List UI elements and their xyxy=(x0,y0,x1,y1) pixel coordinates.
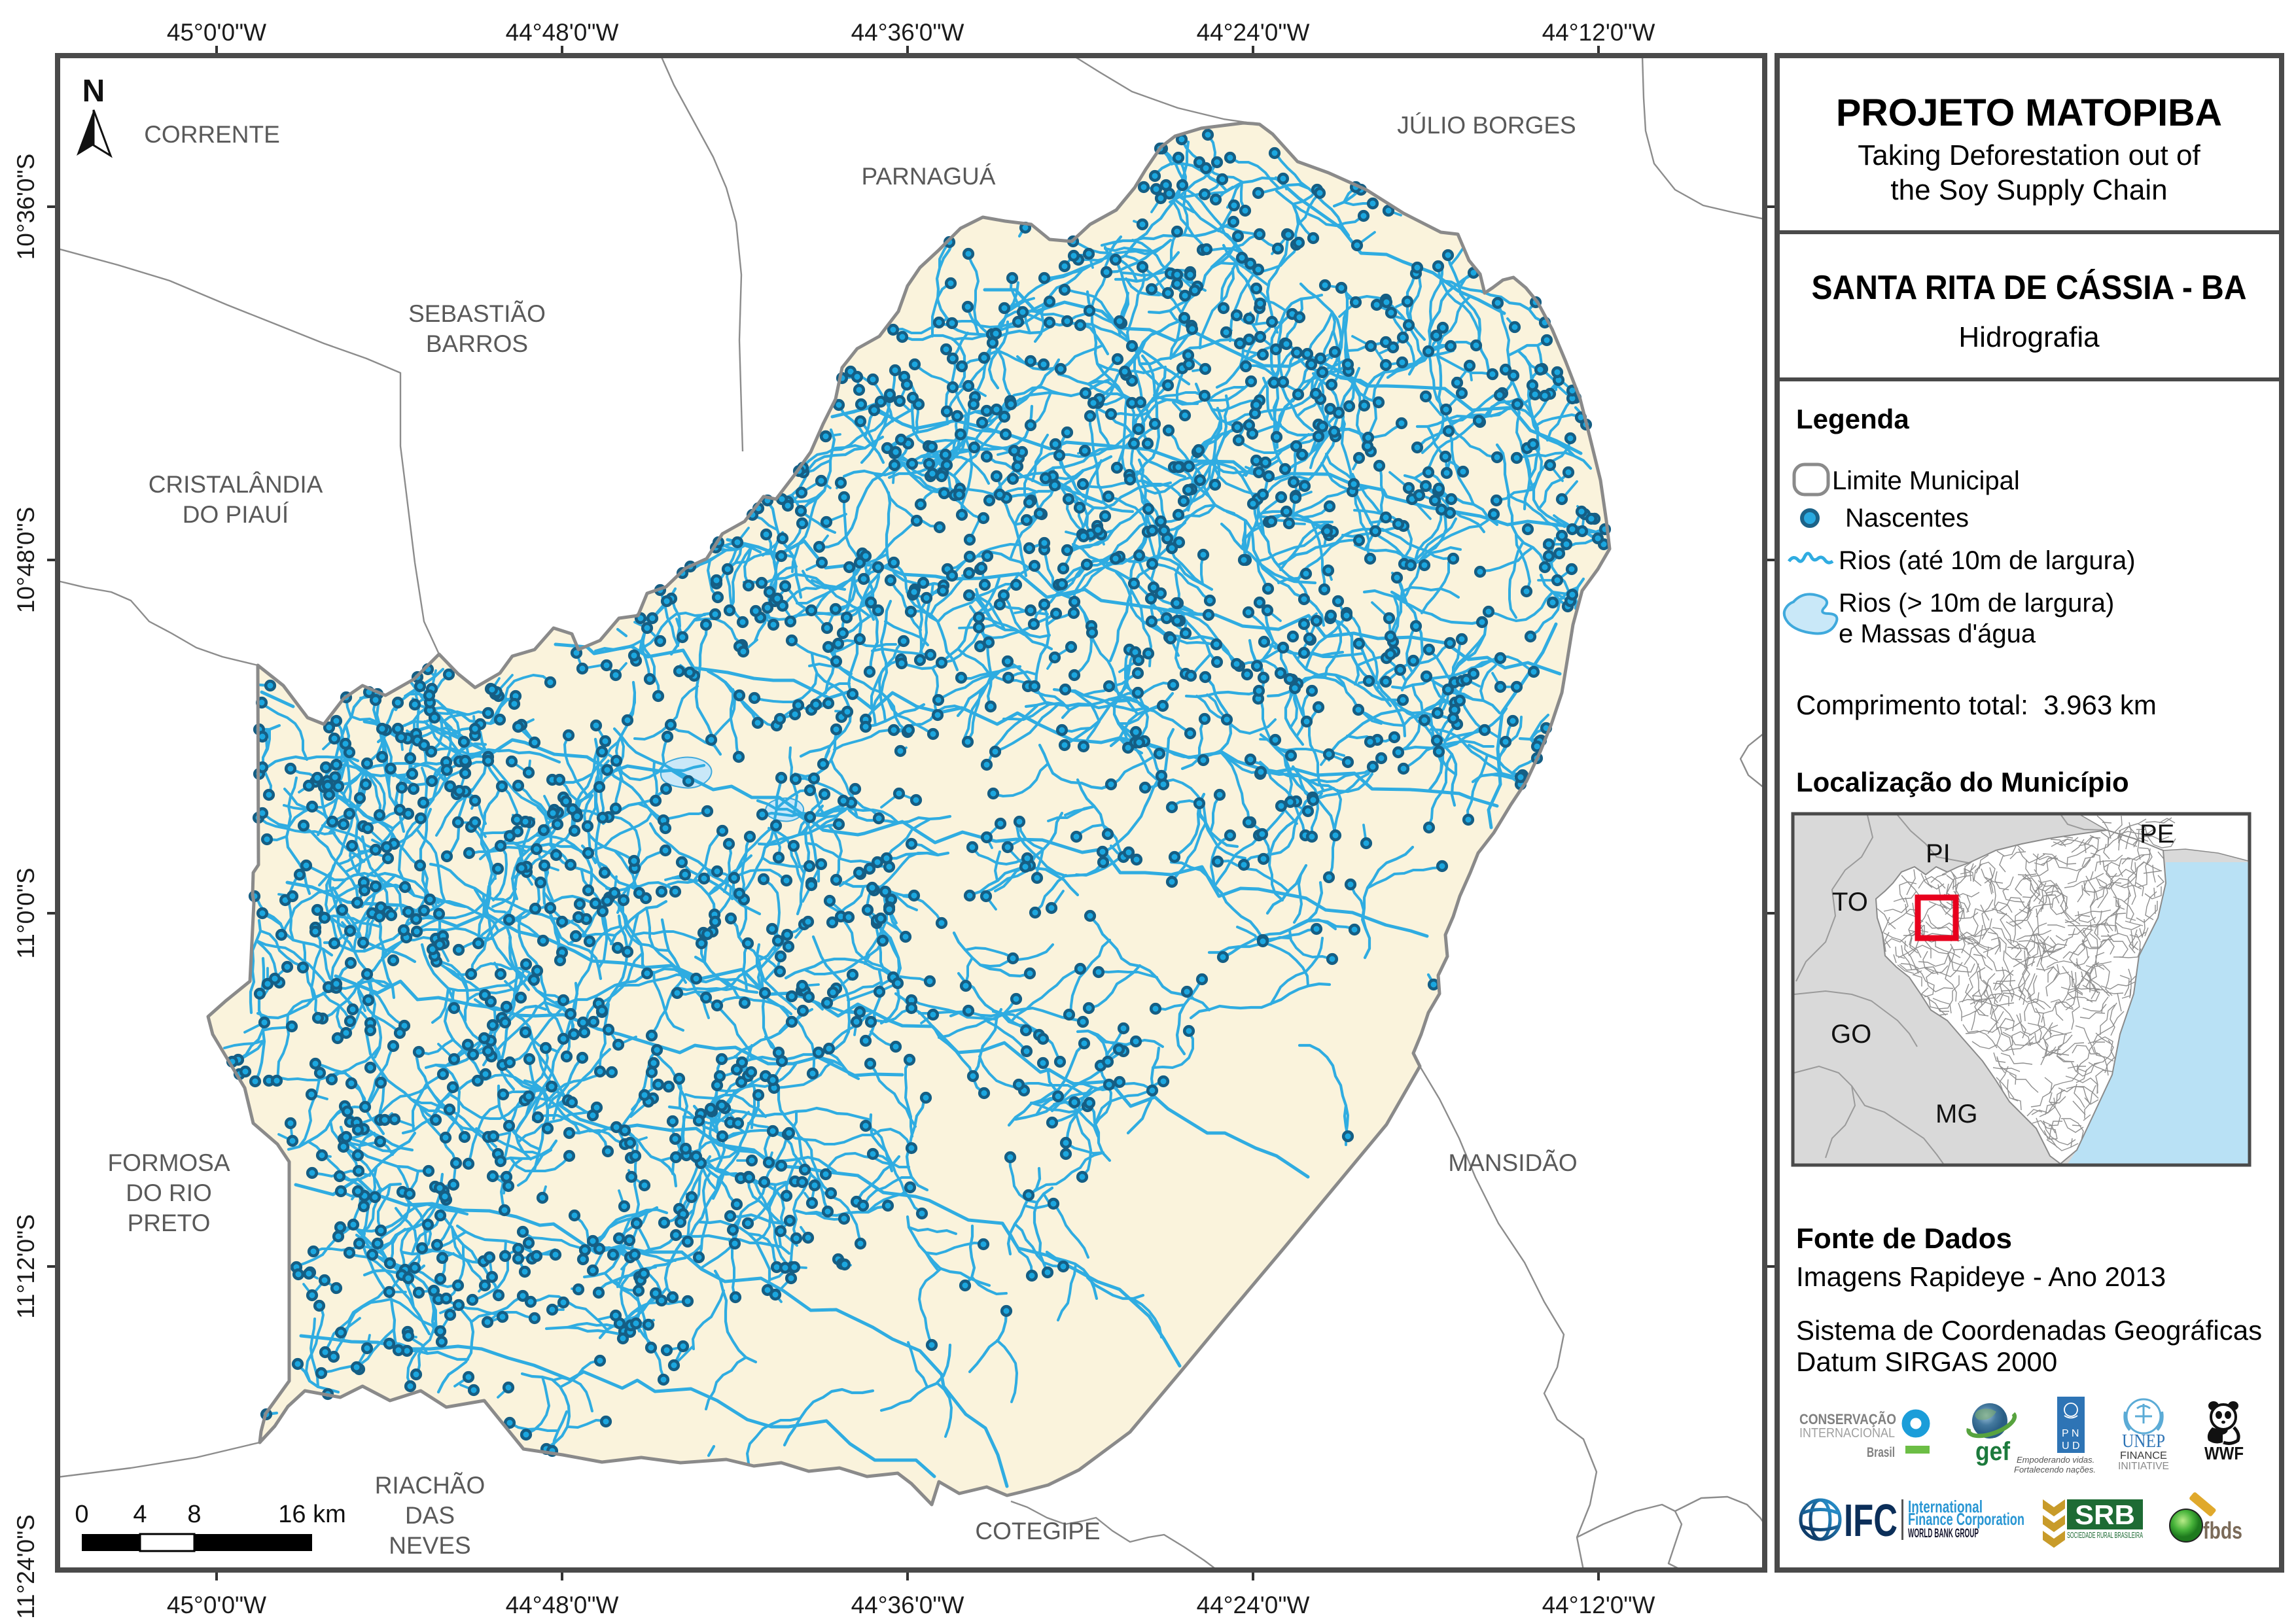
svg-text:WORLD BANK GROUP: WORLD BANK GROUP xyxy=(1908,1527,1979,1541)
svg-text:11°0'0"S: 11°0'0"S xyxy=(12,867,39,958)
svg-text:FINANCE: FINANCE xyxy=(2120,1450,2167,1461)
svg-text:Taking Deforestation out of: Taking Deforestation out of xyxy=(1858,139,2200,171)
svg-text:10°36'0"S: 10°36'0"S xyxy=(12,154,39,260)
svg-text:CONSERVAÇÃO: CONSERVAÇÃO xyxy=(1799,1411,1896,1427)
svg-text:44°48'0"W: 44°48'0"W xyxy=(506,1592,619,1618)
svg-text:RIACHÃO: RIACHÃO xyxy=(375,1472,486,1499)
svg-text:TO: TO xyxy=(1832,888,1868,916)
svg-text:Brasil: Brasil xyxy=(1867,1445,1895,1460)
svg-text:DAS: DAS xyxy=(405,1502,455,1529)
svg-text:UNEP: UNEP xyxy=(2122,1431,2165,1452)
svg-text:PROJETO MATOPIBA: PROJETO MATOPIBA xyxy=(1836,92,2222,134)
svg-text:Fonte de Dados: Fonte de Dados xyxy=(1796,1223,2012,1255)
svg-text:16 km: 16 km xyxy=(278,1501,345,1528)
svg-text:CORRENTE: CORRENTE xyxy=(144,121,280,148)
svg-text:CRISTALÂNDIA: CRISTALÂNDIA xyxy=(149,471,323,498)
svg-text:GO: GO xyxy=(1831,1020,1871,1049)
svg-text:U D: U D xyxy=(2062,1440,2080,1452)
svg-text:Finance Corporation: Finance Corporation xyxy=(1908,1509,2024,1529)
svg-text:4: 4 xyxy=(133,1501,147,1528)
svg-text:SOCIEDADE RURAL BRASILEIRA: SOCIEDADE RURAL BRASILEIRA xyxy=(2067,1530,2143,1540)
svg-text:FORMOSA: FORMOSA xyxy=(107,1149,230,1176)
svg-text:DO PIAUÍ: DO PIAUÍ xyxy=(183,501,289,528)
svg-text:IFC: IFC xyxy=(1844,1495,1898,1546)
svg-text:NEVES: NEVES xyxy=(389,1532,470,1559)
svg-text:Rios (> 10m de largura): Rios (> 10m de largura) xyxy=(1839,589,2114,618)
svg-text:11°12'0"S: 11°12'0"S xyxy=(12,1214,39,1319)
svg-text:Fortalecendo nações.: Fortalecendo nações. xyxy=(2014,1465,2096,1475)
svg-text:e Massas d'água: e Massas d'água xyxy=(1839,620,2036,648)
svg-text:45°0'0"W: 45°0'0"W xyxy=(167,19,266,46)
svg-text:INTERNACIONAL: INTERNACIONAL xyxy=(1799,1426,1895,1440)
svg-text:45°0'0"W: 45°0'0"W xyxy=(167,1592,266,1618)
svg-text:PARNAGUÁ: PARNAGUÁ xyxy=(862,163,996,190)
svg-text:10°48'0"S: 10°48'0"S xyxy=(12,507,39,614)
svg-text:fbds: fbds xyxy=(2203,1517,2242,1544)
svg-text:44°24'0"W: 44°24'0"W xyxy=(1197,1592,1310,1618)
svg-text:JÚLIO BORGES: JÚLIO BORGES xyxy=(1397,112,1576,139)
svg-text:gef: gef xyxy=(1975,1437,2011,1466)
svg-text:44°36'0"W: 44°36'0"W xyxy=(851,1592,964,1618)
svg-text:Rios (até 10m de largura): Rios (até 10m de largura) xyxy=(1839,546,2136,575)
svg-text:WWF: WWF xyxy=(2204,1443,2244,1463)
svg-text:SEBASTIÃO: SEBASTIÃO xyxy=(408,300,546,327)
svg-text:SANTA RITA DE CÁSSIA - BA: SANTA RITA DE CÁSSIA - BA xyxy=(1812,269,2247,307)
svg-text:Legenda: Legenda xyxy=(1796,404,1909,434)
svg-text:SRB: SRB xyxy=(2075,1499,2135,1530)
svg-text:Localização do Município: Localização do Município xyxy=(1796,767,2129,797)
svg-text:MANSIDÃO: MANSIDÃO xyxy=(1448,1149,1577,1176)
svg-text:the Soy Supply Chain: the Soy Supply Chain xyxy=(1890,174,2167,206)
svg-text:Hidrografia: Hidrografia xyxy=(1958,321,2100,353)
svg-text:11°24'0"S: 11°24'0"S xyxy=(12,1514,39,1619)
svg-text:BARROS: BARROS xyxy=(426,330,528,357)
svg-text:0: 0 xyxy=(75,1501,88,1528)
svg-text:PE: PE xyxy=(2140,820,2174,848)
svg-text:Sistema de Coordenadas Geográf: Sistema de Coordenadas Geográficas xyxy=(1796,1315,2262,1346)
svg-text:COTEGIPE: COTEGIPE xyxy=(975,1518,1100,1544)
svg-text:PRETO: PRETO xyxy=(128,1210,211,1236)
svg-text:Nascentes: Nascentes xyxy=(1845,504,1969,532)
svg-text:Limite Municipal: Limite Municipal xyxy=(1832,466,2020,495)
svg-text:Comprimento total: 3.963 km: Comprimento total: 3.963 km xyxy=(1796,689,2157,720)
svg-text:44°24'0"W: 44°24'0"W xyxy=(1197,19,1310,46)
svg-text:8: 8 xyxy=(187,1501,201,1528)
svg-text:Datum SIRGAS 2000: Datum SIRGAS 2000 xyxy=(1796,1346,2057,1377)
svg-text:44°36'0"W: 44°36'0"W xyxy=(851,19,964,46)
svg-text:INITIATIVE: INITIATIVE xyxy=(2118,1461,2169,1472)
svg-text:N: N xyxy=(82,74,105,109)
svg-text:DO RIO: DO RIO xyxy=(126,1179,212,1206)
svg-text:P N: P N xyxy=(2062,1428,2079,1439)
svg-text:Imagens Rapideye - Ano 2013: Imagens Rapideye - Ano 2013 xyxy=(1796,1261,2166,1292)
svg-text:International: International xyxy=(1908,1497,1983,1516)
svg-text:PI: PI xyxy=(1926,839,1951,868)
svg-text:44°12'0"W: 44°12'0"W xyxy=(1542,1592,1655,1618)
svg-text:MG: MG xyxy=(1935,1100,1977,1128)
svg-text:44°48'0"W: 44°48'0"W xyxy=(506,19,619,46)
svg-text:Empoderando vidas.: Empoderando vidas. xyxy=(2017,1455,2094,1465)
svg-text:44°12'0"W: 44°12'0"W xyxy=(1542,19,1655,46)
